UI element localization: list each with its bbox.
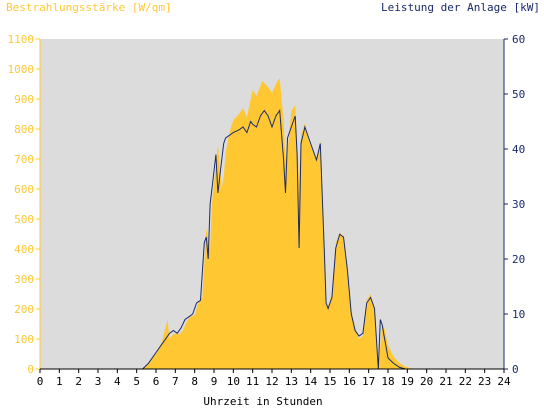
left-tick-label: 800 bbox=[14, 123, 34, 136]
right-tick-label: 60 bbox=[512, 33, 525, 46]
right-axis-title: Leistung der Anlage [kW] bbox=[381, 1, 540, 14]
left-tick-label: 600 bbox=[14, 183, 34, 196]
left-tick-label: 200 bbox=[14, 303, 34, 316]
x-tick-label: 6 bbox=[153, 375, 160, 388]
x-tick-label: 19 bbox=[401, 375, 414, 388]
x-tick-label: 4 bbox=[114, 375, 121, 388]
left-tick-label: 100 bbox=[14, 333, 34, 346]
power-line bbox=[40, 109, 504, 370]
x-tick-label: 21 bbox=[439, 375, 452, 388]
x-tick-label: 5 bbox=[133, 375, 140, 388]
x-tick-label: 8 bbox=[191, 375, 198, 388]
x-tick-label: 22 bbox=[459, 375, 472, 388]
x-tick-label: 12 bbox=[265, 375, 278, 388]
left-tick-label: 400 bbox=[14, 243, 34, 256]
left-tick-label: 1000 bbox=[8, 63, 35, 76]
right-tick-label: 30 bbox=[512, 198, 525, 211]
x-tick-label: 1 bbox=[56, 375, 63, 388]
left-tick-label: 300 bbox=[14, 273, 34, 286]
left-tick-label: 700 bbox=[14, 153, 34, 166]
left-tick-label: 1100 bbox=[8, 33, 35, 46]
x-tick-label: 16 bbox=[343, 375, 356, 388]
right-tick-label: 40 bbox=[512, 143, 525, 156]
left-tick-label: 900 bbox=[14, 93, 34, 106]
x-tick-label: 3 bbox=[95, 375, 102, 388]
right-tick-label: 20 bbox=[512, 253, 525, 266]
x-tick-label: 11 bbox=[246, 375, 259, 388]
x-tick-label: 10 bbox=[227, 375, 240, 388]
left-tick-label: 500 bbox=[14, 213, 34, 226]
x-tick-label: 17 bbox=[362, 375, 375, 388]
x-tick-label: 14 bbox=[304, 375, 318, 388]
x-tick-label: 13 bbox=[285, 375, 298, 388]
x-tick-label: 15 bbox=[323, 375, 336, 388]
x-tick-label: 20 bbox=[420, 375, 433, 388]
left-axis-title: Bestrahlungsstärke [W/qm] bbox=[6, 1, 172, 14]
x-tick-label: 23 bbox=[478, 375, 491, 388]
x-tick-label: 0 bbox=[37, 375, 44, 388]
x-tick-label: 18 bbox=[381, 375, 394, 388]
right-tick-label: 50 bbox=[512, 88, 525, 101]
irradiance-area bbox=[142, 78, 417, 369]
right-tick-label: 10 bbox=[512, 308, 525, 321]
x-tick-label: 9 bbox=[211, 375, 218, 388]
right-tick-label: 0 bbox=[512, 363, 519, 376]
x-tick-label: 7 bbox=[172, 375, 179, 388]
x-tick-label: 24 bbox=[497, 375, 511, 388]
x-axis-title: Uhrzeit in Stunden bbox=[203, 395, 322, 408]
x-tick-label: 2 bbox=[75, 375, 82, 388]
left-tick-label: 0 bbox=[27, 363, 34, 376]
